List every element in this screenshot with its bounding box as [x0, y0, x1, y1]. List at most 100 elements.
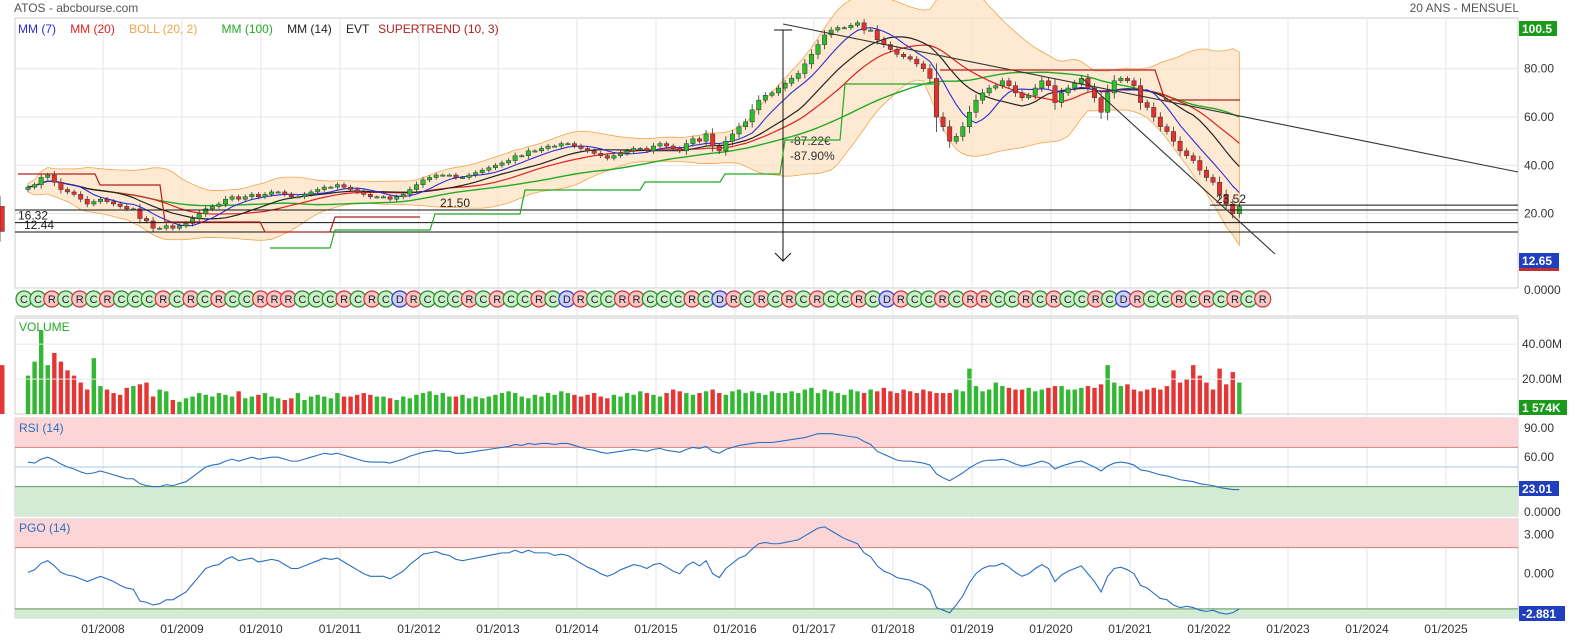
volume-bar — [78, 382, 83, 414]
price-top-badge — [1519, 21, 1557, 36]
candle — [295, 196, 301, 199]
candle — [249, 194, 255, 198]
event-letter: C — [646, 294, 654, 306]
event-letter: D — [396, 294, 404, 306]
candle — [1190, 155, 1196, 161]
event-letter: C — [1036, 294, 1044, 306]
volume-bar — [473, 396, 478, 414]
candle — [45, 174, 51, 178]
event-letter: R — [813, 294, 821, 306]
volume-bar — [802, 389, 808, 414]
rsi-last-badge — [1519, 481, 1559, 496]
x-tick-label: 01/2019 — [950, 622, 994, 636]
event-marker-R[interactable]: R — [934, 290, 952, 308]
event-letter: R — [1050, 294, 1058, 306]
event-letter: C — [772, 294, 780, 306]
event-marker-C[interactable]: C — [1059, 290, 1077, 308]
event-marker-C[interactable]: C — [238, 290, 256, 308]
volume-bar — [433, 394, 439, 414]
volume-bar — [512, 393, 518, 414]
event-letter: R — [939, 294, 947, 306]
legend-item: MM (100) — [222, 22, 273, 36]
event-marker-R[interactable]: R — [1198, 290, 1216, 308]
volume-bar — [578, 396, 584, 414]
event-marker-C[interactable]: C — [586, 290, 604, 308]
volume-bar — [1204, 382, 1209, 414]
candle — [170, 225, 176, 229]
volume-bar — [1125, 384, 1130, 414]
volume-bar — [684, 393, 689, 414]
candle — [604, 155, 610, 159]
candle — [683, 143, 689, 152]
event-marker-C[interactable]: C — [1003, 290, 1021, 308]
event-marker-C[interactable]: C — [293, 290, 311, 308]
volume-bar — [1105, 365, 1110, 414]
candle — [1210, 177, 1216, 183]
volume-bar — [341, 396, 347, 414]
event-letter: R — [688, 294, 696, 306]
candle — [848, 24, 854, 28]
volume-bar — [670, 389, 676, 414]
event-marker-R[interactable]: R — [1254, 290, 1272, 308]
candle — [506, 160, 512, 164]
volume-bar — [782, 393, 788, 414]
candle — [479, 169, 485, 173]
event-marker-C[interactable]: C — [906, 290, 924, 308]
volume-bar — [32, 361, 37, 414]
candle — [433, 174, 439, 178]
volume-bar — [394, 400, 399, 414]
event-letter: R — [104, 294, 112, 306]
event-letter: C — [674, 294, 682, 306]
event-marker-C[interactable]: C — [1156, 290, 1174, 308]
candle — [789, 78, 795, 84]
event-marker-R[interactable]: R — [572, 290, 590, 308]
event-marker-D[interactable]: D — [878, 290, 896, 308]
event-marker-R[interactable]: R — [627, 290, 646, 308]
volume-bar — [769, 391, 775, 414]
event-letter: C — [911, 294, 919, 306]
candle — [591, 150, 597, 154]
volume-bar — [1197, 375, 1203, 414]
volume-bar — [387, 398, 393, 414]
volume-bar — [453, 396, 459, 414]
candle — [874, 29, 880, 40]
event-marker-C[interactable]: C — [739, 290, 757, 308]
candle — [736, 126, 742, 135]
volume-bar — [1072, 389, 1077, 414]
candle — [0, 206, 5, 232]
event-letter: D — [1120, 294, 1128, 306]
event-letter: R — [159, 294, 167, 306]
candle — [354, 189, 360, 193]
event-marker-C[interactable]: C — [57, 290, 75, 308]
rsi-line — [27, 433, 1240, 491]
volume-bar — [565, 393, 571, 414]
candle — [308, 191, 314, 195]
event-marker-C[interactable]: C — [140, 290, 158, 308]
event-marker-D[interactable]: D — [391, 290, 409, 308]
candle — [677, 148, 683, 152]
event-letter: C — [452, 294, 460, 306]
candle — [808, 53, 814, 65]
candle — [117, 203, 123, 207]
volume-bar — [730, 391, 735, 414]
volume-bar — [611, 394, 617, 414]
event-letter: C — [117, 294, 125, 306]
candle — [835, 27, 841, 31]
x-tick-label: 01/2017 — [792, 622, 836, 636]
event-letter: R — [897, 294, 905, 306]
event-marker-C[interactable]: C — [1073, 290, 1091, 308]
candle — [887, 44, 893, 50]
event-marker-R[interactable]: R — [182, 290, 200, 308]
event-marker-R[interactable]: R — [279, 290, 298, 308]
event-letter: R — [410, 294, 418, 306]
volume-bar — [605, 398, 610, 414]
candle — [1223, 194, 1229, 205]
candle — [624, 150, 630, 154]
candle — [782, 82, 788, 89]
volume-bar — [888, 391, 893, 414]
price-tick-label: 20.00 — [1524, 207, 1554, 221]
volume-bar — [157, 389, 162, 414]
event-letter: C — [1106, 294, 1114, 306]
